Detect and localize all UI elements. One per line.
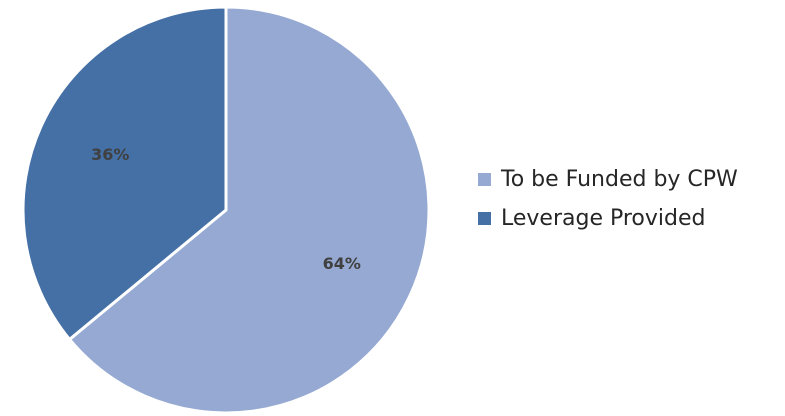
pie-slices bbox=[21, 5, 431, 415]
data-label-funded-by-cpw: 64% bbox=[323, 254, 361, 273]
legend-swatch-leverage-provided bbox=[478, 211, 491, 225]
legend-swatch-funded-by-cpw bbox=[478, 172, 491, 186]
legend-item-funded-by-cpw: To be Funded by CPW bbox=[478, 160, 778, 198]
pie-slice-leverage-provided bbox=[21, 5, 228, 341]
legend-label-funded-by-cpw: To be Funded by CPW bbox=[501, 166, 738, 192]
data-label-leverage-provided: 36% bbox=[91, 145, 129, 164]
legend-label-leverage-provided: Leverage Provided bbox=[501, 205, 706, 231]
legend: To be Funded by CPW Leverage Provided bbox=[478, 160, 778, 238]
pie-data-labels: 64% 36% bbox=[91, 145, 361, 273]
legend-item-leverage-provided: Leverage Provided bbox=[478, 199, 778, 237]
pie-slice-funded-by-cpw bbox=[68, 5, 431, 415]
